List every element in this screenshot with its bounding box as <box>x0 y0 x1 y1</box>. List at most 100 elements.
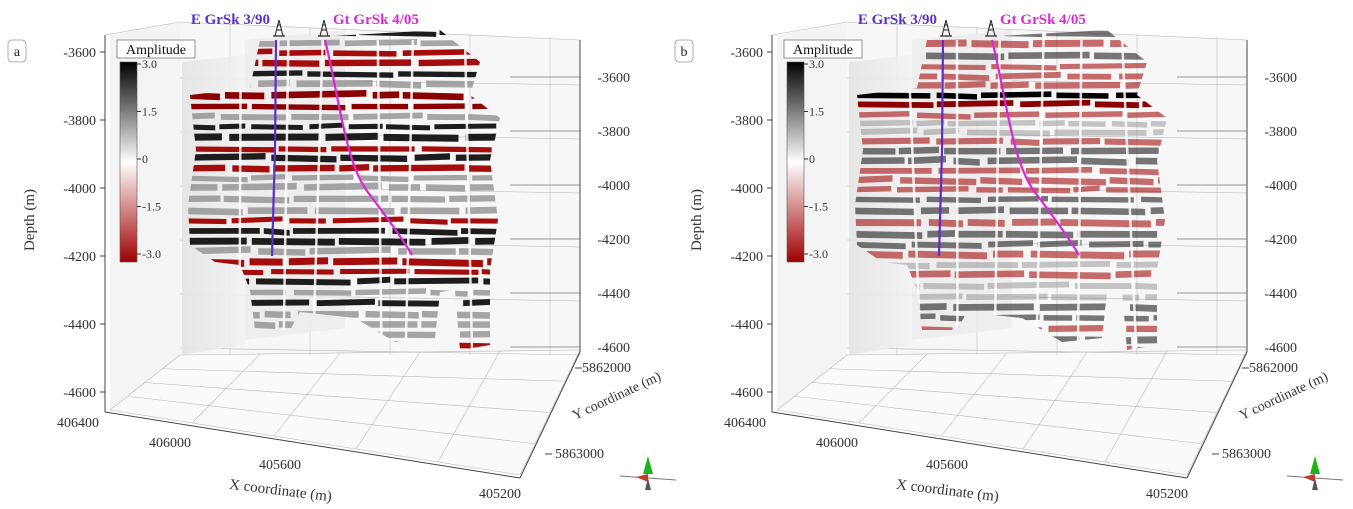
panel-b: E GrSk 3/90 Gt GrSk 4/05b -3600-3800-4000-… <box>674 12 1344 505</box>
right-depth-tick-label: -3800 <box>1264 125 1297 140</box>
reflector <box>1080 157 1129 166</box>
right-depth-tick-label: -4400 <box>597 287 630 302</box>
depth-tick-label: -4000 <box>63 182 96 197</box>
reflector <box>292 174 354 181</box>
right-depth-tick-label: -4600 <box>1264 341 1297 356</box>
floor <box>110 350 580 475</box>
reflector <box>357 276 391 285</box>
depth-tick-label: -3800 <box>63 114 96 129</box>
box-edge <box>771 21 848 36</box>
reflector <box>898 146 939 155</box>
reflector <box>1074 282 1132 290</box>
reflector <box>232 165 270 173</box>
left-depth-axis: -3600 -3800 -4000 -4200 -4400 -4600 Depth (m) <box>689 46 772 401</box>
seismic-panel-front <box>912 30 1012 340</box>
reflector <box>1067 73 1112 80</box>
reflector <box>1141 196 1167 204</box>
box-edge <box>104 411 521 479</box>
reflector <box>388 184 421 191</box>
reflector <box>278 146 327 153</box>
reflector <box>1099 168 1162 176</box>
reflector <box>987 281 1070 289</box>
reflector <box>344 39 418 47</box>
reflector <box>279 49 326 56</box>
reflector <box>987 196 1049 203</box>
reflector <box>398 248 456 255</box>
reflector <box>398 71 482 78</box>
reflector <box>271 269 334 275</box>
reflector <box>472 174 500 181</box>
reflector <box>309 246 391 255</box>
reflector <box>1089 240 1144 248</box>
reflector <box>338 237 426 246</box>
x-tick-label: 406000 <box>149 436 191 451</box>
panel-letter-text: a <box>14 45 21 60</box>
reflector <box>1039 120 1065 127</box>
x-tick-label: 406400 <box>57 416 99 431</box>
reflector <box>355 288 427 296</box>
depth-tick-label: -3600 <box>63 46 96 61</box>
reflector <box>947 120 1036 127</box>
reflector <box>324 59 412 67</box>
depth-tick-label: -4200 <box>730 250 763 265</box>
reflector <box>855 127 918 136</box>
right-depth-tick-label: -3600 <box>597 71 630 86</box>
reflector <box>1151 121 1167 128</box>
floor-grid-line <box>794 395 1203 445</box>
right-depth-tick-label: -3800 <box>597 125 630 140</box>
reflector <box>1045 111 1123 118</box>
reflector <box>468 113 500 122</box>
reflector <box>1021 260 1110 269</box>
reflector <box>855 168 932 174</box>
reflector <box>1010 138 1040 147</box>
reflector <box>188 195 221 203</box>
well-2-label: Gt GrSk 4/05 <box>1000 12 1086 28</box>
compass-down <box>1312 478 1318 490</box>
reflector <box>908 250 988 260</box>
y-tick-label: 5863000 <box>555 447 604 462</box>
reflector <box>992 250 1024 258</box>
box-edge <box>771 411 1188 479</box>
reflector <box>376 80 422 89</box>
reflector <box>1029 271 1111 280</box>
reflector <box>966 293 1048 301</box>
reflector <box>1111 121 1148 128</box>
reflector <box>271 89 367 99</box>
reflector <box>967 218 1005 227</box>
reflector <box>425 184 465 192</box>
reflector <box>325 132 380 141</box>
x-axis-label: X coordinate (m) <box>895 477 999 504</box>
reflector <box>188 153 266 161</box>
colorbar-title: Amplitude <box>793 43 853 58</box>
reflector <box>465 133 500 141</box>
reflector <box>1068 121 1106 127</box>
box-edge <box>1186 351 1248 479</box>
floor-grid-line <box>144 382 551 413</box>
floor-grid-line <box>179 349 581 356</box>
well-1-label: E GrSk 3/90 <box>191 12 270 28</box>
colorbar-tick-label: -3.0 <box>809 247 828 261</box>
well-1-trajectory <box>270 39 278 257</box>
reflector <box>1137 335 1167 344</box>
reflector <box>855 196 920 203</box>
reflector <box>855 230 923 239</box>
reflector <box>936 137 1003 145</box>
reflector <box>1020 99 1091 108</box>
reflector <box>966 129 1050 137</box>
reflector <box>188 146 275 153</box>
reflector <box>258 248 306 256</box>
right-depth-axis: -3600 -3800 -4000 -4200 -4400 -4600 <box>510 71 630 356</box>
wells: E GrSk 3/90 Gt GrSk 4/05 <box>191 12 419 257</box>
reflector <box>976 187 1003 193</box>
colorbar-tick-label: 0 <box>142 152 148 166</box>
fault-gap <box>955 39 959 350</box>
reflector <box>292 227 385 234</box>
reflector <box>450 218 500 224</box>
x-tick-label: 405200 <box>1146 487 1188 502</box>
reflector <box>981 91 1052 99</box>
reflector <box>383 133 459 142</box>
reflector <box>333 257 398 266</box>
y-axis-label: Y coordinate (m) <box>570 369 664 423</box>
reflector <box>855 218 922 227</box>
